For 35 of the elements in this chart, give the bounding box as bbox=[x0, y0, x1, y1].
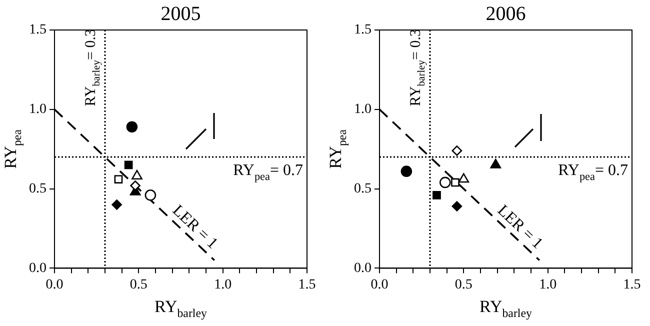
point bbox=[490, 158, 502, 168]
point bbox=[114, 175, 123, 184]
point bbox=[132, 170, 142, 180]
x-tick-label: 1.0 bbox=[214, 277, 232, 292]
x-tick-label: 0.5 bbox=[454, 277, 472, 292]
point bbox=[452, 201, 462, 212]
point bbox=[432, 190, 441, 200]
x-tick-label: 1.5 bbox=[623, 277, 641, 292]
point bbox=[124, 160, 133, 170]
point bbox=[144, 190, 156, 201]
y-axis-title: RYpea bbox=[326, 128, 350, 169]
x-tick-label: 0.5 bbox=[130, 277, 148, 292]
point bbox=[458, 173, 470, 183]
y-axis-title: RYpea bbox=[1, 128, 24, 169]
chart-title: 2006 bbox=[486, 3, 526, 25]
chart-title: 2005 bbox=[160, 3, 201, 25]
point bbox=[112, 200, 122, 210]
point bbox=[452, 146, 462, 156]
y-tick-label: 0.5 bbox=[29, 181, 46, 196]
point bbox=[440, 176, 451, 188]
y-tick-label: 0.0 bbox=[354, 260, 372, 276]
x-tick-label: 1.5 bbox=[298, 277, 316, 292]
y-tick-label: 1.5 bbox=[354, 22, 372, 38]
y-tick-label: 1.5 bbox=[29, 22, 46, 38]
x-tick-label: 0.0 bbox=[370, 277, 388, 292]
y-tick-label: 0.0 bbox=[29, 260, 46, 276]
point bbox=[451, 178, 460, 187]
point bbox=[400, 166, 412, 177]
point bbox=[126, 121, 138, 133]
y-tick-label: 1.0 bbox=[29, 102, 46, 118]
x-tick-label: 1.0 bbox=[539, 277, 557, 292]
y-tick-label: 0.5 bbox=[354, 181, 372, 196]
x-tick-label: 0.0 bbox=[46, 277, 64, 292]
y-tick-label: 1.0 bbox=[354, 102, 372, 118]
point bbox=[130, 180, 140, 191]
